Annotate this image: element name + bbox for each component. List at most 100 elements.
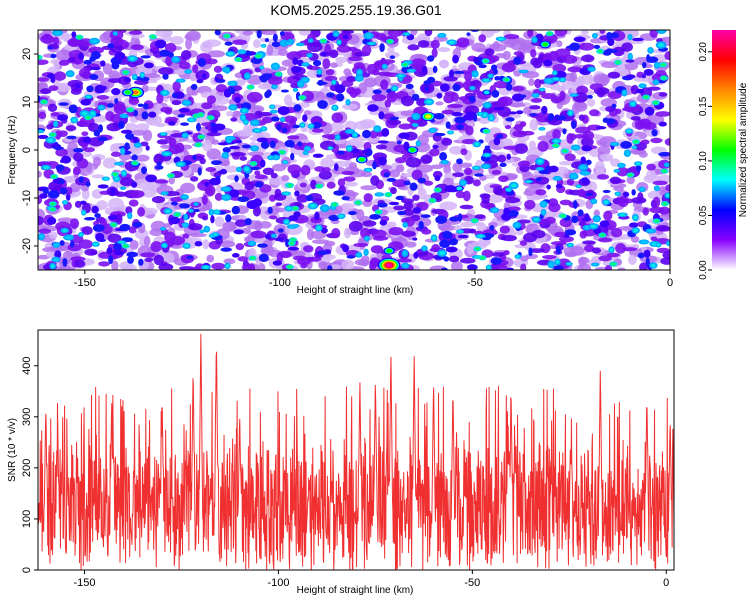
heatmap-texture-cell [54,243,59,247]
heatmap-texture-cell [514,143,528,154]
heatmap-texture-cell [478,112,483,116]
heatmap-texture-cell [449,69,454,79]
heatmap-texture-cell [630,102,636,106]
heatmap-texture-cell [234,219,248,227]
heatmap-texture-cell [110,151,122,157]
heatmap-texture-cell [533,93,538,97]
heatmap-texture-cell [133,109,138,117]
heatmap-texture-cell [542,254,557,260]
heatmap-texture-cell [348,162,358,170]
heatmap-texture-cell [342,103,358,110]
heatmap-texture-cell [339,214,344,218]
heatmap-texture-cell [38,77,50,82]
heatmap-texture-cell [507,210,519,217]
heatmap-texture-cell [284,220,289,224]
heatmap-texture-cell [622,90,627,95]
heatmap-texture-cell [412,194,420,201]
heatmap-texture-cell [434,132,446,137]
heatmap-texture-cell [272,85,277,89]
heatmap-texture-cell [344,181,358,187]
heatmap-texture-cell [361,44,372,56]
heatmap-texture-cell [630,235,640,243]
heatmap-texture-cell [186,70,191,73]
heatmap-texture-cell [237,167,241,171]
heatmap-texture-cell [331,228,341,239]
heatmap-texture-cell [480,256,485,260]
heatmap-texture-cell [50,264,55,268]
heatmap-texture-cell [275,202,283,207]
heatmap-texture-cell [271,163,287,172]
heatmap-texture-cell [192,64,199,74]
heatmap-texture-cell [156,139,169,145]
heatmap-texture-cell [50,76,56,83]
heatmap-texture-cell [67,71,73,76]
heatmap-texture-cell [151,196,166,204]
heatmap-texture-cell [483,59,488,63]
heatmap-texture-cell [177,114,185,118]
heatmap-texture-cell [294,190,300,197]
heatmap-texture-cell [239,156,248,161]
heatmap-texture-cell [248,151,264,157]
heatmap-texture-cell [91,174,105,179]
heatmap-texture-cell [483,164,489,168]
heatmap-texture-cell [192,154,197,161]
heatmap-texture-cell [573,145,579,150]
heatmap-texture-cell [251,162,256,166]
heatmap-texture-cell [328,214,340,222]
snr-x-tick-label: -150 [74,577,96,589]
heatmap-texture-cell [599,30,606,35]
heatmap-texture-cell [380,164,392,170]
heatmap-texture-cell [506,267,515,270]
heatmap-texture-cell [530,57,541,66]
heatmap-texture-cell [225,264,230,268]
heatmap-texture-cell [402,230,413,238]
heatmap-texture-cell [460,221,475,228]
heatmap-texture-cell [589,67,594,71]
heatmap-texture-cell [481,194,490,205]
heatmap-texture-cell [537,167,543,170]
heatmap-texture-cell [38,130,43,133]
snr-x-tick-label: -100 [267,577,289,589]
heatmap-texture-cell [250,230,267,239]
heatmap-texture-cell [196,78,204,84]
heatmap-y-axis-label: Frequency (Hz) [7,116,18,185]
heatmap-texture-cell [290,152,295,161]
heatmap-texture-cell [631,189,636,196]
heatmap-texture-cell [641,74,646,79]
heatmap-texture-cell [539,127,544,130]
heatmap-texture-cell [625,59,635,63]
heatmap-texture-cell [154,39,167,49]
heatmap-texture-cell [48,85,59,91]
heatmap-texture-cell [205,167,217,172]
heatmap-texture-cell [303,245,314,253]
heatmap-texture-cell [59,240,65,246]
heatmap-texture-cell [123,244,128,248]
heatmap-texture-cell [196,143,201,147]
heatmap-texture-cell [473,113,478,122]
heatmap-texture-cell [178,108,191,113]
heatmap-texture-cell [100,60,106,67]
heatmap-texture-cell [86,85,94,93]
heatmap-texture-cell [236,58,241,61]
heatmap-texture-cell [68,104,78,114]
heatmap-texture-cell [368,42,375,45]
heatmap-texture-cell [150,241,163,252]
heatmap-texture-cell [630,116,641,121]
heatmap-texture-cell [66,135,77,140]
heatmap-texture-cell [225,214,232,223]
heatmap-texture-cell [190,176,199,182]
heatmap-texture-cell [204,227,209,232]
heatmap-texture-cell [162,243,167,248]
heatmap-texture-cell [478,116,491,124]
heatmap-texture-cell [386,91,398,103]
heatmap-texture-cell [48,231,58,240]
heatmap-texture-cell [431,243,441,253]
heatmap-texture-cell [312,60,322,67]
heatmap-texture-cell [204,181,210,187]
heatmap-texture-cell [254,129,261,132]
heatmap-texture-cell [652,196,661,208]
heatmap-texture-cell [281,175,290,182]
heatmap-texture-cell [128,199,139,207]
heatmap-texture-cell [332,105,337,110]
